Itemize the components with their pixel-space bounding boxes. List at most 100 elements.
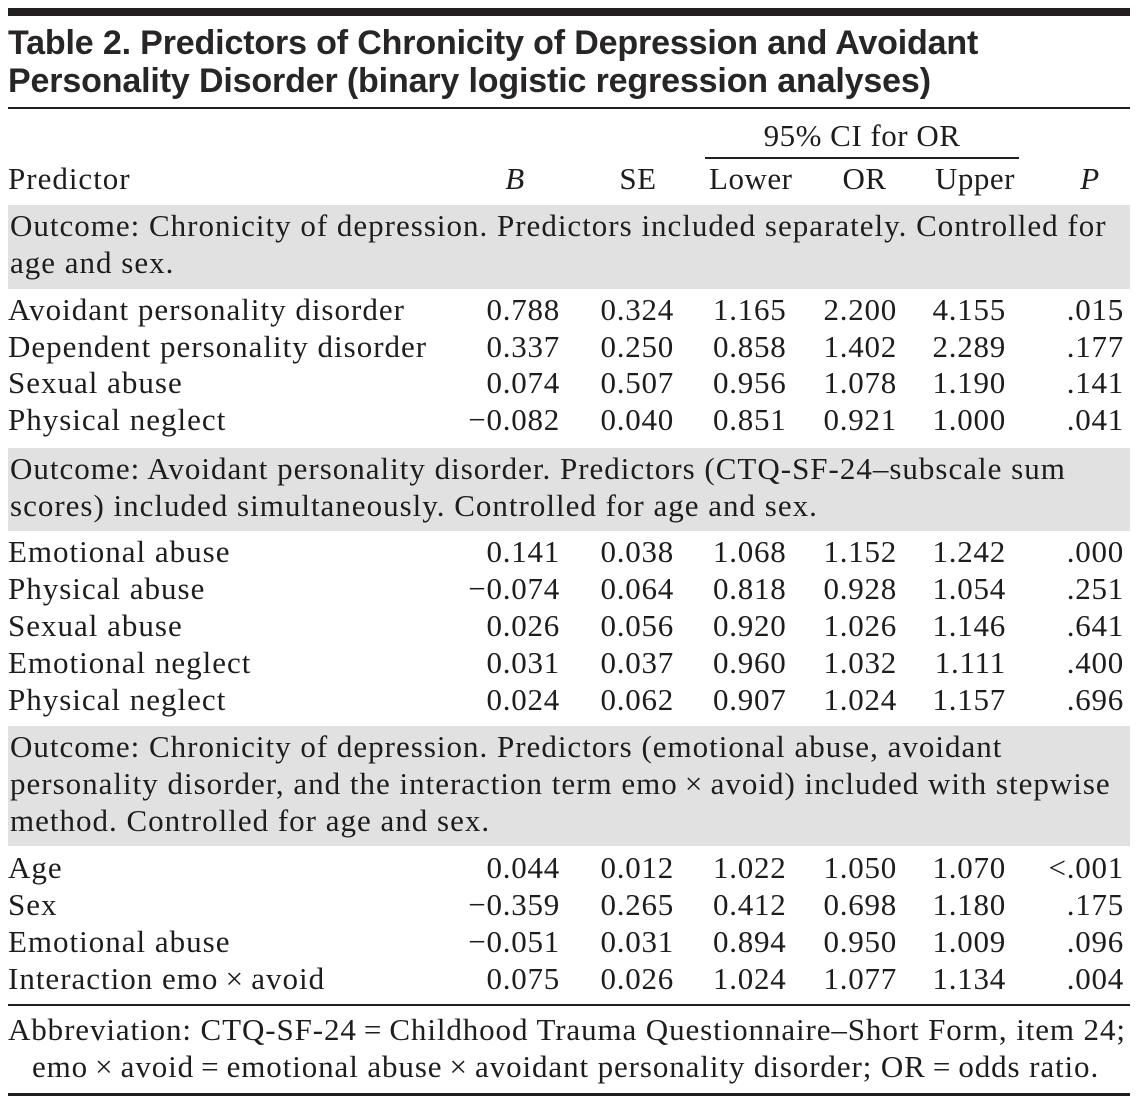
col-header-b-label: B xyxy=(505,160,525,196)
lower-cell: 0.858 xyxy=(713,328,787,364)
predictor-cell: Sex xyxy=(8,887,58,923)
table-row: Physical abuse −0.074 0.064 0.818 0.928 … xyxy=(8,571,1130,608)
p-cell: .004 xyxy=(1066,960,1124,996)
top-rule-heavy xyxy=(8,8,1130,16)
p-cell: .641 xyxy=(1066,608,1124,644)
col-header-lower-label: Lower xyxy=(709,160,793,196)
table-row: Sexual abuse 0.026 0.056 0.920 1.026 1.1… xyxy=(8,608,1130,645)
table-row: Emotional abuse 0.141 0.038 1.068 1.152 … xyxy=(8,533,1130,571)
table-row: Sexual abuse 0.074 0.507 0.956 1.078 1.1… xyxy=(8,365,1130,402)
lower-cell: 0.818 xyxy=(713,571,787,607)
lower-cell: 1.068 xyxy=(713,534,787,570)
section-heading-row: Outcome: Avoidant personality disorder. … xyxy=(8,439,1130,535)
ci-spanner-label: 95% CI for OR xyxy=(705,118,1019,160)
section-heading-line: Outcome: Chronicity of depression. Predi… xyxy=(10,728,1003,764)
se-cell: 0.062 xyxy=(600,682,674,718)
lower-cell: 0.851 xyxy=(713,402,787,438)
se-cell: 0.507 xyxy=(600,365,674,401)
p-cell: .251 xyxy=(1066,571,1124,607)
upper-cell: 1.157 xyxy=(932,682,1006,718)
column-header-row: Predictor B SE Lower OR Upper P xyxy=(8,159,1130,205)
section-heading-line: Outcome: Chronicity of depression. Predi… xyxy=(10,208,1107,244)
se-cell: 0.056 xyxy=(600,608,674,644)
predictor-cell: Dependent personality disorder xyxy=(8,328,428,364)
b-cell: −0.051 xyxy=(468,923,560,959)
table-title-line1: Table 2. Predictors of Chronicity of Dep… xyxy=(8,24,979,63)
col-header-p-label: P xyxy=(1080,160,1100,196)
footnote-line1: Abbreviation: CTQ-SF-24 = Childhood Trau… xyxy=(8,1011,1126,1047)
predictor-cell: Interaction emo × avoid xyxy=(8,960,326,996)
lower-cell: 0.894 xyxy=(713,923,787,959)
b-cell: 0.044 xyxy=(486,850,560,886)
b-cell: −0.074 xyxy=(468,571,560,607)
p-cell: .400 xyxy=(1066,645,1124,681)
upper-cell: 4.155 xyxy=(932,291,1006,327)
section-heading-line: method. Controlled for age and sex. xyxy=(10,802,491,838)
or-cell: 1.402 xyxy=(823,328,897,364)
col-header-se: SE xyxy=(560,159,674,205)
p-cell: .096 xyxy=(1066,923,1124,959)
section-heading-line: Outcome: Avoidant personality disorder. … xyxy=(10,451,1066,487)
section-heading-line: scores) included simultaneously. Control… xyxy=(10,487,818,523)
upper-cell: 1.134 xyxy=(932,960,1006,996)
table-row: Dependent personality disorder 0.337 0.2… xyxy=(8,329,1130,366)
b-cell: 0.075 xyxy=(486,960,560,996)
table-row: Sex −0.359 0.265 0.412 0.698 1.180 .175 xyxy=(8,887,1130,924)
table-row: Age 0.044 0.012 1.022 1.050 1.070 <.001 xyxy=(8,848,1130,887)
or-cell: 0.928 xyxy=(823,571,897,607)
footnote-line2: emo × avoid = emotional abuse × avoidant… xyxy=(32,1048,1100,1084)
section-heading-line: personality disorder, and the interactio… xyxy=(10,765,1111,801)
col-header-predictor: Predictor xyxy=(8,160,131,196)
table-row: Physical neglect 0.024 0.062 0.907 1.024… xyxy=(8,682,1130,722)
p-cell: .015 xyxy=(1066,291,1124,327)
or-cell: 1.152 xyxy=(823,534,897,570)
p-cell: <.001 xyxy=(1048,850,1124,886)
title-rule xyxy=(8,107,1130,110)
se-cell: 0.040 xyxy=(600,402,674,438)
predictor-cell: Sexual abuse xyxy=(8,365,183,401)
or-cell: 2.200 xyxy=(823,291,897,327)
or-cell: 0.698 xyxy=(823,887,897,923)
p-cell: .141 xyxy=(1066,365,1124,401)
table-sheet: Table 2. Predictors of Chronicity of Dep… xyxy=(8,8,1130,1096)
or-cell: 1.024 xyxy=(823,682,897,718)
or-cell: 1.077 xyxy=(823,960,897,996)
lower-cell: 1.022 xyxy=(713,850,787,886)
p-cell: .177 xyxy=(1066,328,1124,364)
lower-cell: 0.907 xyxy=(713,682,787,718)
b-cell: 0.031 xyxy=(486,645,560,681)
upper-cell: 2.289 xyxy=(932,328,1006,364)
table-title: Table 2. Predictors of Chronicity of Dep… xyxy=(8,24,1130,100)
se-cell: 0.012 xyxy=(600,850,674,886)
se-cell: 0.026 xyxy=(600,960,674,996)
b-cell: 0.141 xyxy=(486,534,560,570)
predictor-cell: Emotional neglect xyxy=(8,645,252,681)
b-cell: −0.359 xyxy=(468,887,560,923)
bottom-rule-medium xyxy=(8,1092,1130,1096)
regression-table: 95% CI for OR Predictor B SE Lower OR Up… xyxy=(8,109,1130,997)
section-heading-2: Outcome: Avoidant personality disorder. … xyxy=(8,439,1130,535)
predictor-cell: Emotional abuse xyxy=(8,534,231,570)
col-header-lower: Lower xyxy=(674,159,792,205)
col-header-or: OR xyxy=(787,159,898,205)
p-cell: .175 xyxy=(1066,887,1124,923)
se-cell: 0.265 xyxy=(600,887,674,923)
or-cell: 1.026 xyxy=(823,608,897,644)
p-cell: .041 xyxy=(1066,402,1124,438)
table-row: Physical neglect −0.082 0.040 0.851 0.92… xyxy=(8,402,1130,443)
predictor-cell: Physical abuse xyxy=(8,571,206,607)
se-cell: 0.064 xyxy=(600,571,674,607)
ci-spanner-row: 95% CI for OR xyxy=(8,109,1130,160)
table-row: Avoidant personality disorder 0.788 0.32… xyxy=(8,290,1130,328)
b-cell: 0.024 xyxy=(486,682,560,718)
p-cell: .696 xyxy=(1066,682,1124,718)
lower-cell: 0.920 xyxy=(713,608,787,644)
upper-cell: 1.180 xyxy=(932,887,1006,923)
b-cell: 0.788 xyxy=(486,291,560,327)
section-heading-line: age and sex. xyxy=(10,245,175,281)
se-cell: 0.038 xyxy=(600,534,674,570)
predictor-cell: Physical neglect xyxy=(8,402,227,438)
predictor-cell: Avoidant personality disorder xyxy=(8,291,405,327)
col-header-upper: Upper xyxy=(897,159,1014,205)
lower-cell: 1.024 xyxy=(713,960,787,996)
